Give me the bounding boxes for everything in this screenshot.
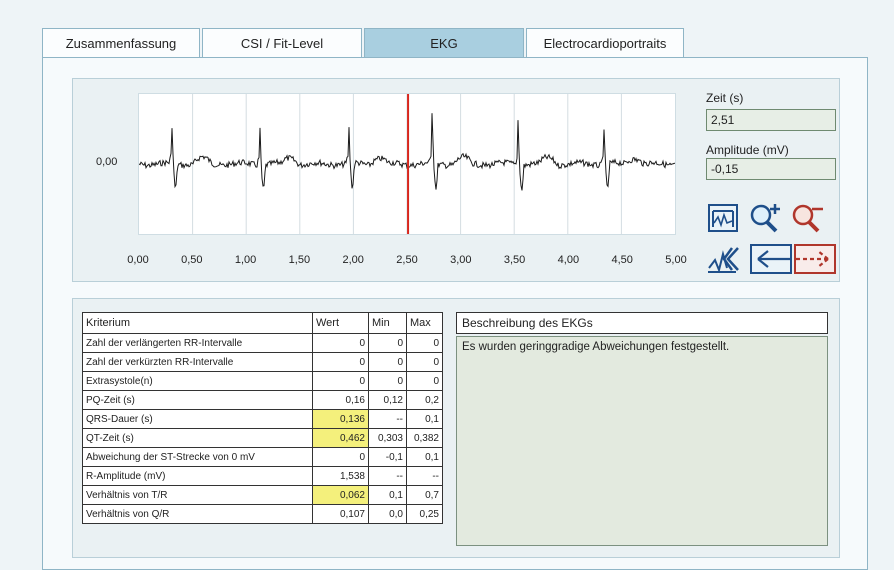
table-row: QT-Zeit (s) 0,462 0,303 0,382 bbox=[82, 428, 443, 448]
criteria-max: 0,1 bbox=[406, 447, 443, 467]
table-row: R-Amplitude (mV) 1,538 -- -- bbox=[82, 466, 443, 486]
reset-view-button[interactable] bbox=[706, 244, 740, 274]
x-tick-label: 3,00 bbox=[450, 254, 472, 266]
criteria-wert: 0,136 bbox=[312, 409, 369, 429]
criteria-max: 0,1 bbox=[406, 409, 443, 429]
criteria-label: QRS-Dauer (s) bbox=[82, 409, 313, 429]
x-tick-label: 4,00 bbox=[557, 254, 580, 266]
tab-bar: Zusammenfassung CSI / Fit-Level EKG Elec… bbox=[42, 28, 686, 58]
table-row: Verhältnis von T/R 0,062 0,1 0,7 bbox=[82, 485, 443, 505]
description-text[interactable]: Es wurden geringgradige Abweichungen fes… bbox=[456, 336, 828, 546]
criteria-min: 0 bbox=[368, 333, 407, 353]
fit-view-icon bbox=[708, 204, 738, 232]
criteria-wert: 0 bbox=[312, 352, 369, 372]
criteria-min: 0,1 bbox=[368, 485, 407, 505]
table-row: QRS-Dauer (s) 0,136 -- 0,1 bbox=[82, 409, 443, 429]
criteria-max: 0,7 bbox=[406, 485, 443, 505]
tab-electrocardioportraits[interactable]: Electrocardioportraits bbox=[526, 28, 684, 57]
criteria-min: 0,0 bbox=[368, 504, 407, 524]
criteria-max: 0,382 bbox=[406, 428, 443, 448]
criteria-min: -- bbox=[368, 409, 407, 429]
x-tick-label: 2,50 bbox=[396, 254, 418, 266]
criteria-min: 0,303 bbox=[368, 428, 407, 448]
criteria-label: Verhältnis von Q/R bbox=[82, 504, 313, 524]
header-max: Max bbox=[406, 312, 443, 334]
criteria-wert: 0,16 bbox=[312, 390, 369, 410]
criteria-wert: 0,107 bbox=[312, 504, 369, 524]
ecg-y-label: 0,00 bbox=[96, 156, 118, 168]
ecg-trace bbox=[139, 113, 675, 191]
criteria-table: Kriterium Wert Min Max Zahl der verlänge… bbox=[82, 312, 443, 524]
criteria-max: 0,2 bbox=[406, 390, 443, 410]
criteria-label: QT-Zeit (s) bbox=[82, 428, 313, 448]
criteria-wert: 0 bbox=[312, 447, 369, 467]
table-row: Zahl der verlängerten RR-Intervalle 0 0 0 bbox=[82, 333, 443, 353]
reset-view-icon bbox=[708, 247, 739, 274]
table-row: Extrasystole(n) 0 0 0 bbox=[82, 371, 443, 391]
criteria-label: Extrasystole(n) bbox=[82, 371, 313, 391]
time-field: 2,51 bbox=[706, 109, 836, 131]
header-kriterium: Kriterium bbox=[82, 312, 313, 334]
table-row: PQ-Zeit (s) 0,16 0,12 0,2 bbox=[82, 390, 443, 410]
fit-view-button[interactable] bbox=[706, 203, 740, 233]
criteria-max: 0 bbox=[406, 371, 443, 391]
tab-ekg[interactable]: EKG bbox=[364, 28, 524, 57]
criteria-min: -0,1 bbox=[368, 447, 407, 467]
criteria-wert: 0,462 bbox=[312, 428, 369, 448]
description-title: Beschreibung des EKGs bbox=[456, 312, 828, 334]
criteria-max: 0 bbox=[406, 333, 443, 353]
criteria-wert: 0 bbox=[312, 333, 369, 353]
table-row: Abweichung der ST-Strecke von 0 mV 0 -0,1 0… bbox=[82, 447, 443, 467]
x-tick-label: 1,50 bbox=[288, 254, 311, 266]
criteria-min: 0 bbox=[368, 352, 407, 372]
criteria-label: Zahl der verlängerten RR-Intervalle bbox=[82, 333, 313, 353]
criteria-label: PQ-Zeit (s) bbox=[82, 390, 313, 410]
pan-left-right-icon bbox=[750, 244, 836, 274]
criteria-label: Zahl der verkürzten RR-Intervalle bbox=[82, 352, 313, 372]
ecg-plot[interactable] bbox=[138, 93, 676, 235]
criteria-wert: 0,062 bbox=[312, 485, 369, 505]
zoom-in-icon bbox=[750, 204, 780, 233]
criteria-max: 0,25 bbox=[406, 504, 443, 524]
amplitude-label: Amplitude (mV) bbox=[706, 143, 789, 157]
x-tick-label: 0,50 bbox=[181, 254, 203, 266]
criteria-max: -- bbox=[406, 466, 443, 486]
zoom-in-button[interactable] bbox=[748, 203, 782, 233]
tab-zusammenfassung[interactable]: Zusammenfassung bbox=[42, 28, 200, 57]
x-tick-label: 5,00 bbox=[665, 254, 687, 266]
x-tick-label: 1,00 bbox=[234, 254, 257, 266]
header-min: Min bbox=[368, 312, 407, 334]
ecg-chart[interactable] bbox=[139, 94, 675, 234]
zoom-out-icon bbox=[792, 204, 823, 233]
x-tick-label: 2,00 bbox=[342, 254, 364, 266]
header-wert: Wert bbox=[312, 312, 369, 334]
criteria-label: Verhältnis von T/R bbox=[82, 485, 313, 505]
criteria-wert: 0 bbox=[312, 371, 369, 391]
pan-button[interactable] bbox=[750, 244, 836, 274]
zoom-out-button[interactable] bbox=[790, 203, 824, 233]
criteria-min: 0 bbox=[368, 371, 407, 391]
criteria-wert: 1,538 bbox=[312, 466, 369, 486]
criteria-min: 0,12 bbox=[368, 390, 407, 410]
tab-csi-fit-level[interactable]: CSI / Fit-Level bbox=[202, 28, 362, 57]
table-row: Zahl der verkürzten RR-Intervalle 0 0 0 bbox=[82, 352, 443, 372]
x-tick-label: 0,00 bbox=[127, 254, 149, 266]
criteria-header-row: Kriterium Wert Min Max bbox=[82, 312, 443, 334]
x-tick-label: 3,50 bbox=[503, 254, 526, 266]
criteria-label: R-Amplitude (mV) bbox=[82, 466, 313, 486]
amplitude-field: -0,15 bbox=[706, 158, 836, 180]
criteria-min: -- bbox=[368, 466, 407, 486]
time-label: Zeit (s) bbox=[706, 91, 744, 105]
criteria-max: 0 bbox=[406, 352, 443, 372]
x-tick-label: 4,50 bbox=[611, 254, 633, 266]
table-row: Verhältnis von Q/R 0,107 0,0 0,25 bbox=[82, 504, 443, 524]
criteria-label: Abweichung der ST-Strecke von 0 mV bbox=[82, 447, 313, 467]
